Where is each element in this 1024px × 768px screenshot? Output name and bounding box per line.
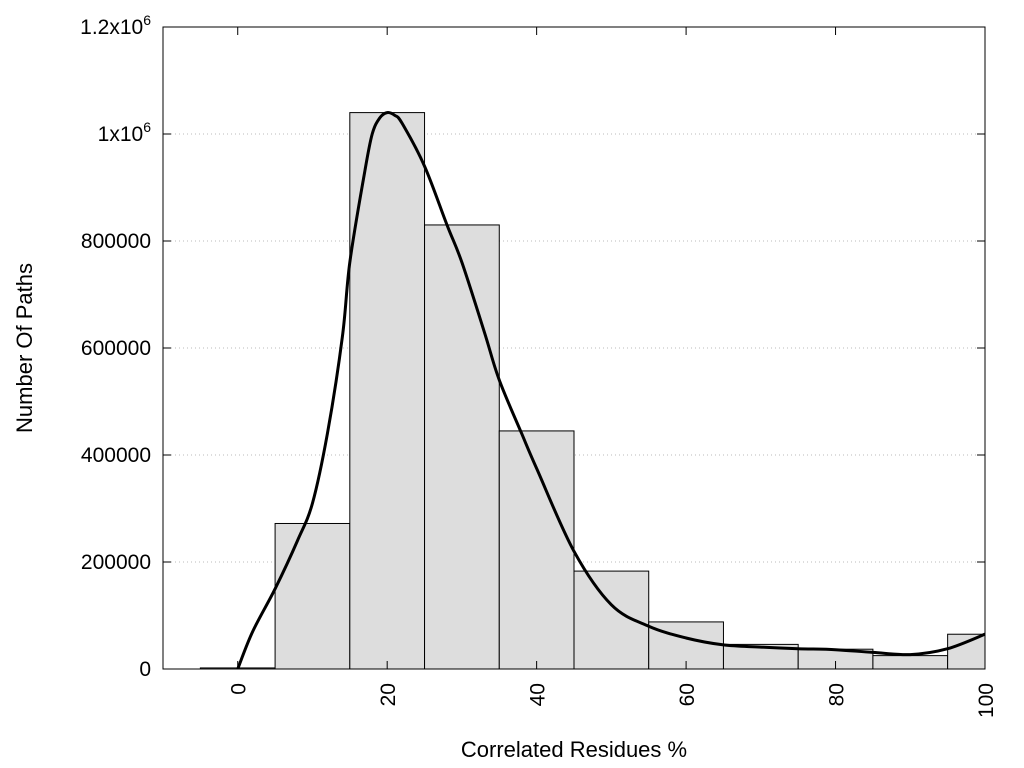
density-curve-layer: [236, 111, 986, 670]
y-axis-ticks: 0 200000 400000 600000 800000 1x106 1.2x106: [80, 12, 985, 681]
y-tick-label: 200000: [81, 551, 151, 574]
histogram-bar: [947, 633, 986, 670]
histogram-bar: [424, 224, 500, 670]
x-tick-label: 60: [676, 683, 699, 706]
x-tick-label: 0: [228, 683, 251, 695]
y-axis-label: Number Of Paths: [12, 263, 37, 433]
histogram-bar: [349, 112, 426, 670]
histogram-bar: [274, 522, 351, 670]
y-tick-label: 0: [139, 658, 151, 681]
density-curve: [236, 111, 986, 670]
x-tick-label: 80: [826, 683, 849, 706]
x-tick-label: 40: [527, 683, 550, 706]
y-tick-label: 1.2x106: [80, 12, 151, 39]
y-tick-label: 600000: [81, 337, 151, 360]
x-axis-label: Correlated Residues %: [461, 737, 687, 762]
histogram-bar: [872, 655, 949, 670]
x-tick-label: 20: [377, 683, 400, 706]
x-axis-ticks: 0 20 40 60 80 100: [228, 27, 998, 718]
x-tick-label: 100: [975, 683, 998, 718]
histogram-bars: [199, 112, 986, 670]
y-tick-label: 800000: [81, 230, 151, 253]
y-tick-label: 400000: [81, 444, 151, 467]
y-tick-label: 1x106: [98, 119, 152, 146]
